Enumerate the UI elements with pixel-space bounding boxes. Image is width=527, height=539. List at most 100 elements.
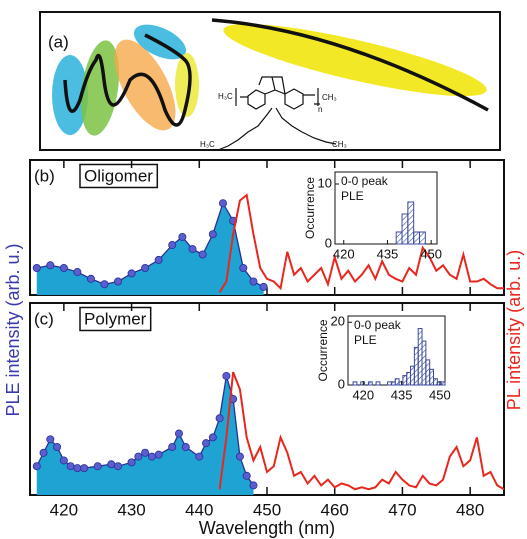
hist-bar [417,328,423,386]
panel-title: Oligomer [84,166,153,185]
hist-bar [421,340,427,386]
x-tick-label: 420 [352,387,374,402]
hist-bar [425,359,431,386]
annotation: PLE [341,189,364,203]
marker [93,462,102,471]
marker [208,433,217,442]
line [218,193,504,293]
marker [80,464,89,473]
hist-bar [375,381,381,386]
marker [259,282,268,291]
marker [174,429,183,438]
annotation: PLE [354,333,377,347]
hist-bar [433,378,438,386]
marker [181,442,190,451]
x-tick-label: 470 [388,500,416,519]
y-axis-label: PLE intensity (arb. u.) [3,243,23,416]
marker [73,464,82,473]
hist-bar [436,381,442,386]
x-tick-label: 450 [429,387,451,402]
title-box [79,306,152,332]
line [218,371,505,491]
panel-title: Polymer [84,309,147,328]
chain-segment [80,40,120,136]
hist-bar [413,346,419,386]
marker [100,280,109,289]
x-tick-label: 420 [333,246,355,261]
x-tick-label: 450 [420,246,442,261]
marker [168,442,177,451]
hist-bar [390,381,396,386]
marker [198,250,207,259]
hist-bar [352,381,358,386]
marker [127,458,136,467]
marker [222,371,231,380]
marker [141,448,150,457]
marker [242,471,251,480]
hist-bar [360,381,366,386]
chem-label: H₃C [218,92,233,101]
area [36,203,264,295]
marker [235,452,244,461]
y-axis-label: Occurrence [316,319,330,381]
chem-label: CH₃ [332,140,347,149]
x-tick-label: 435 [391,387,413,402]
hist-bar [394,378,400,386]
hist-bar [410,365,415,386]
area [36,375,254,495]
x-tick-label: 480 [456,500,484,519]
marker [202,439,211,448]
hist-bar [419,231,426,245]
y2-axis-label: PL intensity (arb. u.) [504,250,524,410]
marker [53,442,62,451]
x-tick-label: 435 [377,246,399,261]
x-axis-label: Wavelength (nm) [199,518,335,538]
oligomer-chain [63,33,192,127]
marker [178,232,187,241]
marker [59,456,68,465]
panel-label: (c) [34,309,54,328]
x-tick-label: 430 [117,500,145,519]
x-tick-label: 450 [253,500,281,519]
marker [32,263,41,272]
y-tick-label: 0 [325,235,332,250]
marker [218,199,227,208]
marker [154,450,163,459]
chem-label: n [318,105,322,114]
chain-segment [114,39,176,131]
marker [107,460,116,469]
polymer-chain [211,18,489,112]
x-tick-label: 420 [50,500,78,519]
marker [154,255,163,264]
marker [114,277,123,286]
annotation: 0-0 peak [341,174,389,188]
chain-segment [52,55,88,135]
hist-bar [402,375,408,386]
x-tick-label: 440 [185,500,213,519]
chem-label: H₃C [200,140,215,149]
hist-bar [429,368,435,386]
chemical-structure [217,76,337,151]
panel-label: (a) [48,32,69,51]
marker [46,435,55,444]
marker [114,462,123,471]
panel-a: (a) H₃C CH₃ n H₃C CH₃ [39,11,501,151]
marker [141,263,150,272]
annotation: 0-0 peak [354,318,402,332]
title-box [79,163,159,189]
marker [188,245,197,254]
marker [239,263,248,272]
marker [73,268,82,277]
hist-bar [413,231,421,245]
hist-bar [440,381,446,386]
marker [249,277,258,286]
marker [39,448,48,457]
marker [147,452,156,461]
marker [208,230,217,239]
panel-label: (b) [34,166,55,185]
marker [215,414,224,423]
y-tick-label: 20 [331,314,345,329]
hist-bar [395,231,403,245]
